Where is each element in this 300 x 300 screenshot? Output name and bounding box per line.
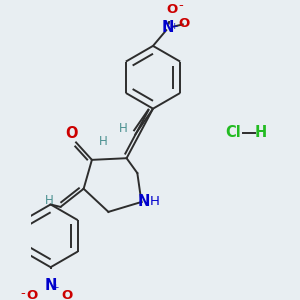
Text: O: O: [61, 289, 73, 300]
Text: O: O: [27, 289, 38, 300]
Text: N: N: [44, 278, 57, 293]
Text: -: -: [20, 287, 25, 300]
Text: O: O: [167, 3, 178, 16]
Text: H: H: [45, 194, 53, 207]
Text: O: O: [179, 17, 190, 30]
Text: H: H: [150, 196, 160, 208]
Text: N: N: [138, 194, 150, 209]
Text: H: H: [255, 125, 267, 140]
Text: N: N: [162, 20, 174, 35]
Text: Cl: Cl: [225, 125, 241, 140]
Text: -: -: [178, 0, 183, 12]
Text: +: +: [51, 284, 59, 292]
Text: H: H: [99, 135, 108, 148]
Text: +: +: [170, 22, 177, 31]
Text: O: O: [65, 126, 77, 141]
Text: H: H: [119, 122, 128, 135]
